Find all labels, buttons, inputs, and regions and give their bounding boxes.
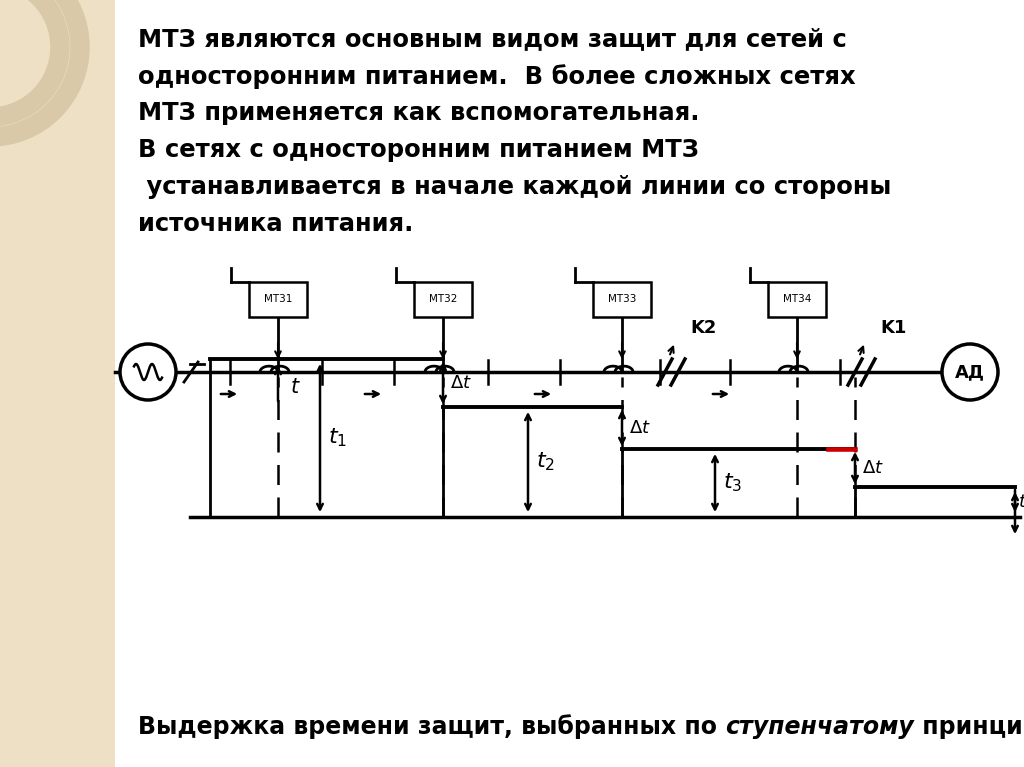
Bar <box>249 282 307 317</box>
Text: $t_3$: $t_3$ <box>723 472 742 494</box>
Text: $t$: $t$ <box>290 377 301 397</box>
Text: K2: K2 <box>690 319 717 337</box>
Text: Выдержка времени защит, выбранных по: Выдержка времени защит, выбранных по <box>138 714 725 739</box>
Bar <box>593 282 651 317</box>
Text: устанавливается в начале каждой линии со стороны: устанавливается в начале каждой линии со… <box>138 175 891 199</box>
Text: принципу: принципу <box>914 715 1024 739</box>
Text: $\Delta t$: $\Delta t$ <box>629 419 651 437</box>
Text: односторонним питанием.  В более сложных сетях: односторонним питанием. В более сложных … <box>138 64 856 89</box>
Text: ступенчатому: ступенчатому <box>725 715 914 739</box>
Text: АД: АД <box>955 363 985 381</box>
Text: $t_4$: $t_4$ <box>1018 492 1024 512</box>
Text: MT33: MT33 <box>608 295 636 304</box>
Text: MT32: MT32 <box>429 295 457 304</box>
Text: MT31: MT31 <box>264 295 292 304</box>
Polygon shape <box>0 0 115 767</box>
Text: K1: K1 <box>880 319 906 337</box>
Text: $t_1$: $t_1$ <box>328 426 347 449</box>
Text: В сетях с односторонним питанием МТЗ: В сетях с односторонним питанием МТЗ <box>138 138 699 162</box>
Text: МТЗ применяется как вспомогательная.: МТЗ применяется как вспомогательная. <box>138 101 699 125</box>
Text: $\Delta t$: $\Delta t$ <box>450 374 472 392</box>
Circle shape <box>942 344 998 400</box>
Text: MT34: MT34 <box>782 295 811 304</box>
Text: $\Delta t$: $\Delta t$ <box>862 459 884 477</box>
Text: $t_2$: $t_2$ <box>536 451 555 473</box>
Text: МТЗ являются основным видом защит для сетей с: МТЗ являются основным видом защит для се… <box>138 27 847 51</box>
Text: источника питания.: источника питания. <box>138 212 414 236</box>
Bar <box>414 282 472 317</box>
Bar <box>768 282 826 317</box>
Circle shape <box>120 344 176 400</box>
